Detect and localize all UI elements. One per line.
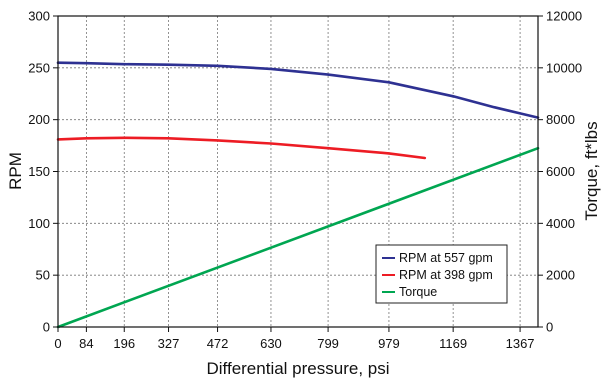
x-tick-label: 0 — [54, 336, 61, 351]
y-tick-label: 300 — [28, 9, 50, 24]
series-line-rpm-557 — [56, 61, 540, 119]
x-tick-label: 84 — [79, 336, 93, 351]
y2-tick-label: 6000 — [546, 164, 575, 179]
x-tick-label: 196 — [113, 336, 135, 351]
y2-tick-label: 4000 — [546, 216, 575, 231]
y-axis-title: RPM — [6, 152, 25, 190]
series-lines — [56, 61, 540, 329]
x-tick-label: 799 — [317, 336, 339, 351]
x-tick-label: 1367 — [506, 336, 535, 351]
x-tick-label: 327 — [158, 336, 180, 351]
y-tick-label: 250 — [28, 60, 50, 75]
y2-tick-label: 2000 — [546, 268, 575, 283]
x-tick-label: 630 — [260, 336, 282, 351]
y2-tick-label: 10000 — [546, 60, 582, 75]
legend-label-rpm-398: RPM at 398 gpm — [399, 268, 493, 282]
legend: RPM at 557 gpm RPM at 398 gpm Torque — [375, 244, 508, 304]
axes — [53, 15, 543, 332]
y2-axis-title: Torque, ft*lbs — [582, 121, 601, 220]
x-axis-title: Differential pressure, psi — [207, 359, 390, 378]
tick-labels: 0 84 196 327 472 630 799 979 1169 1367 0 50 100 150 20… — [28, 9, 582, 352]
y-tick-label: 150 — [28, 164, 50, 179]
series-line-rpm-398 — [56, 136, 427, 160]
legend-label-torque: Torque — [399, 285, 437, 299]
x-tick-label: 979 — [378, 336, 400, 351]
y2-tick-label: 12000 — [546, 9, 582, 24]
y2-tick-label: 0 — [546, 320, 553, 335]
legend-label-rpm-557: RPM at 557 gpm — [399, 251, 493, 265]
x-tick-label: 472 — [207, 336, 229, 351]
y-tick-label: 50 — [36, 268, 50, 283]
y-tick-label: 0 — [43, 320, 50, 335]
legend-box — [375, 244, 508, 304]
x-tick-label: 1169 — [439, 336, 467, 351]
y2-tick-label: 8000 — [546, 112, 575, 127]
y-tick-label: 100 — [28, 216, 50, 231]
y-tick-label: 200 — [28, 112, 50, 127]
series-line-torque — [56, 146, 540, 329]
